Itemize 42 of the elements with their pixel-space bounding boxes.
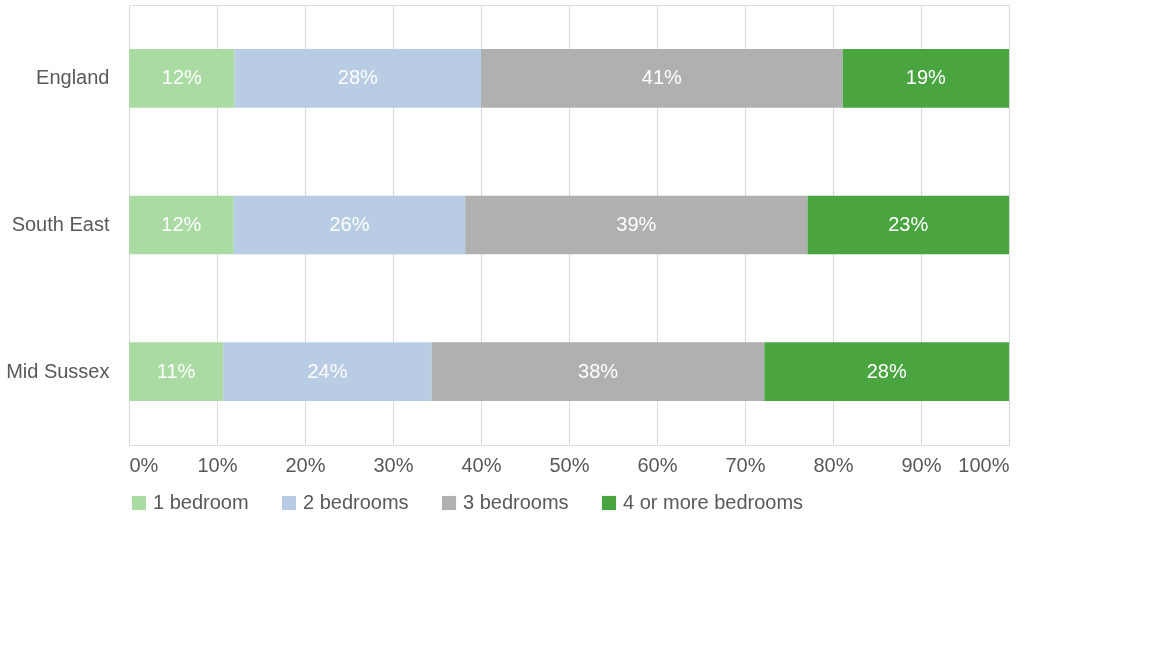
data-label: 38% <box>578 359 619 382</box>
x-tick-label: 30% <box>373 453 414 476</box>
bar <box>129 195 234 255</box>
legend-label: 2 bedrooms <box>303 491 409 513</box>
bar <box>129 342 224 401</box>
data-label: 12% <box>161 66 203 89</box>
bar <box>764 342 1009 401</box>
data-label: 39% <box>616 213 657 235</box>
x-tick-label: 100% <box>958 453 1010 476</box>
data-label: 19% <box>905 66 947 89</box>
x-tick-label: 20% <box>285 453 326 476</box>
y-tick-label: South East <box>11 213 110 235</box>
data-label: 28% <box>866 359 907 382</box>
data-label: 24% <box>307 359 348 382</box>
x-tick-label: 40% <box>461 453 502 476</box>
data-label: 28% <box>337 66 379 89</box>
bar <box>431 342 765 401</box>
data-label: 23% <box>888 213 929 235</box>
bar <box>481 49 843 108</box>
legend-label: 4 or more bedrooms <box>623 491 804 513</box>
bar <box>842 49 1009 108</box>
y-tick-label: Mid Sussex <box>6 359 110 382</box>
data-label: 26% <box>329 213 370 235</box>
legend-label: 3 bedrooms <box>463 491 569 513</box>
bar <box>465 195 808 255</box>
legend-label: 1 bedroom <box>153 491 249 513</box>
x-tick-label: 10% <box>197 453 238 476</box>
bar <box>223 342 432 401</box>
x-tick-label: 50% <box>549 453 590 476</box>
bar <box>234 49 481 108</box>
bar <box>129 49 235 108</box>
x-tick-label: 70% <box>725 453 766 476</box>
x-tick-label: 0% <box>129 453 159 476</box>
x-tick-label: 60% <box>637 453 678 476</box>
bar <box>233 195 466 255</box>
data-label: 41% <box>641 66 683 89</box>
data-label: 12% <box>161 213 202 235</box>
data-label: 11% <box>156 359 196 382</box>
x-tick-label: 80% <box>813 453 854 476</box>
y-tick-label: England <box>36 66 110 89</box>
bar <box>807 195 1009 255</box>
x-tick-label: 90% <box>901 453 942 476</box>
